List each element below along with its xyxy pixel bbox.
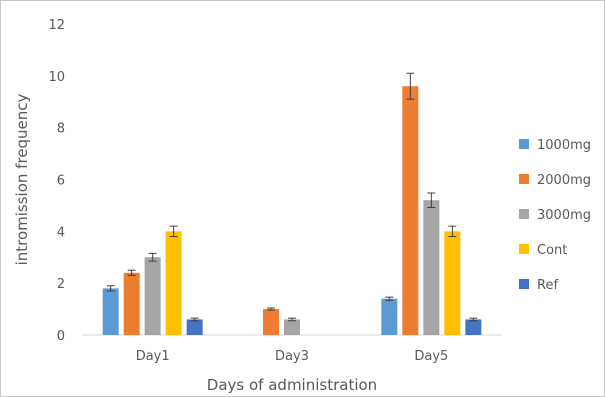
bar-Cont-Day1 [165,231,182,335]
bar-3000mg-Day1 [144,257,161,335]
bar-2000mg-Day5 [402,86,419,335]
error-bars [106,72,478,322]
error-bar-1000mg-Day5 [385,296,394,301]
y-tick-label: 12 [48,18,65,33]
bar-2000mg-Day1 [123,272,140,335]
bar-1000mg-Day5 [381,298,398,335]
y-tick-label: 2 [57,277,65,292]
legend-label: 2000mg [537,173,591,188]
y-tick-label: 4 [57,225,65,240]
legend-item-Cont: Cont [519,243,567,258]
bar-3000mg-Day5 [423,200,440,335]
bar-Ref-Day1 [186,319,203,335]
legend-item-1000mg: 1000mg [519,138,591,153]
error-bar-3000mg-Day1 [148,252,157,262]
error-bar-Cont-Day5 [448,225,457,238]
error-bar-Ref-Day5 [469,317,478,322]
bar-1000mg-Day1 [102,288,119,335]
legend-label: 3000mg [537,208,591,223]
legend-label: 1000mg [537,138,591,153]
bars [102,86,482,335]
legend-swatch [519,174,529,184]
error-bar-Ref-Day1 [190,317,199,322]
y-tick-label: 8 [57,122,65,137]
x-tick-label-Day3: Day3 [275,349,309,364]
error-bar-1000mg-Day1 [106,285,115,292]
legend-swatch [519,209,529,219]
y-tick-label: 0 [57,329,65,344]
y-axis-ticks: 0 2 4 6 8 10 12 [48,18,65,344]
legend-swatch [519,244,529,254]
legend-swatch [519,139,529,149]
error-bar-2000mg-Day5 [406,72,415,100]
error-bar-3000mg-Day5 [427,192,436,208]
error-bar-2000mg-Day3 [267,307,275,311]
x-tick-label-Day1: Day1 [136,349,170,364]
x-tick-label-Day5: Day5 [414,349,448,364]
legend: 1000mg 2000mg 3000mg Cont Ref [519,138,591,293]
legend-item-3000mg: 3000mg [519,208,591,223]
legend-item-Ref: Ref [519,278,558,293]
y-tick-label: 6 [57,174,65,189]
legend-item-2000mg: 2000mg [519,173,591,188]
x-axis-ticks: Day1 Day3 Day5 [136,349,449,364]
bar-2000mg-Day3 [263,309,279,335]
bar-Ref-Day5 [465,319,482,335]
y-tick-label: 10 [48,70,65,85]
legend-swatch [519,279,529,289]
error-bar-Cont-Day1 [169,225,178,238]
x-axis-title: Days of administration [207,376,377,394]
legend-label: Ref [537,278,558,293]
error-bar-3000mg-Day3 [288,317,296,322]
bar-Cont-Day5 [444,231,461,335]
legend-label: Cont [537,243,567,258]
y-axis-title: intromission frequency [13,93,31,265]
error-bar-2000mg-Day1 [127,269,136,276]
bar-3000mg-Day3 [284,319,300,335]
